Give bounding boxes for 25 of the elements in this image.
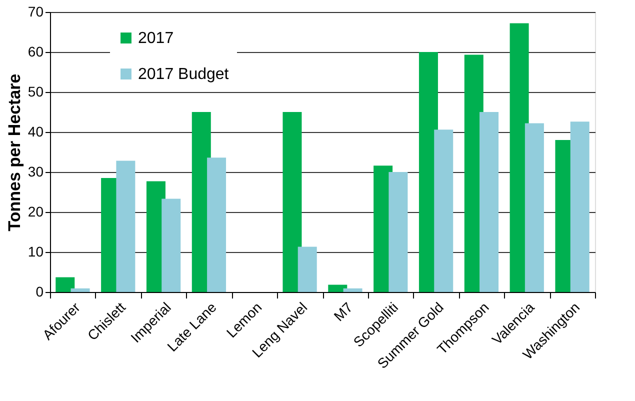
y-tick-label: 70	[28, 4, 44, 20]
bar	[434, 130, 454, 292]
y-tick-label: 50	[28, 84, 44, 100]
bar	[480, 112, 499, 292]
bar	[524, 123, 544, 292]
bar	[343, 288, 362, 292]
bar	[298, 246, 317, 292]
y-axis-title: Tonnes per Hectare	[4, 74, 24, 232]
y-tick-label: 60	[28, 44, 44, 60]
bar	[70, 288, 90, 292]
bar	[56, 277, 75, 292]
x-tick-label: M7	[330, 298, 356, 324]
legend-label: 2017	[138, 30, 174, 47]
y-tick-label: 40	[28, 124, 44, 140]
legend-label: 2017 Budget	[138, 66, 230, 83]
y-tick-label: 30	[28, 164, 44, 180]
bar	[282, 112, 302, 292]
y-tick-label: 0	[36, 284, 44, 300]
bar	[162, 198, 181, 292]
y-tick-label: 20	[28, 204, 44, 220]
bar	[388, 172, 408, 292]
bar	[116, 160, 136, 292]
bar	[207, 158, 226, 292]
y-tick-label: 10	[28, 244, 44, 260]
bar	[570, 122, 590, 292]
